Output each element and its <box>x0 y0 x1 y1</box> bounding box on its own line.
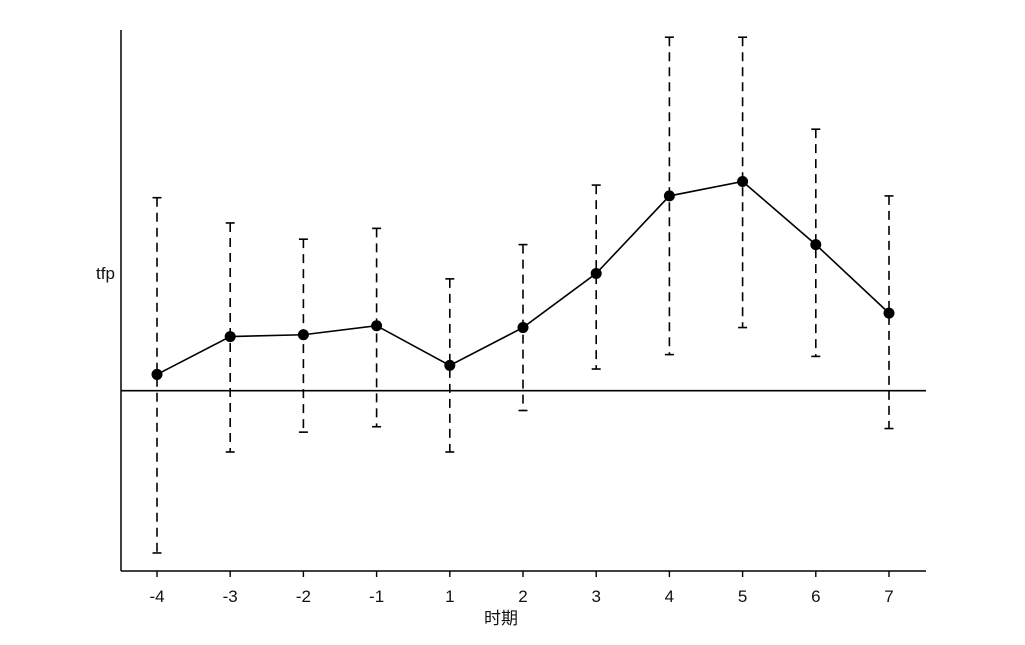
x-tick-label-4: 4 <box>665 587 674 606</box>
data-point-1 <box>444 359 456 371</box>
data-point-6 <box>810 239 822 251</box>
x-tick-label--3: -3 <box>223 587 238 606</box>
x-tick-label--4: -4 <box>149 587 164 606</box>
x-ticks-group: -4 -3 -2 -1 1 2 3 4 5 6 7 <box>149 571 894 606</box>
x-axis-label: 时期 <box>484 609 518 628</box>
x-tick-label-6: 6 <box>811 587 820 606</box>
x-tick-label-3: 3 <box>591 587 600 606</box>
data-point--4 <box>151 368 163 380</box>
x-tick-label-1: 1 <box>445 587 454 606</box>
error-bars-group <box>152 36 894 554</box>
x-tick-label--2: -2 <box>296 587 311 606</box>
chart-panel: -4 -3 -2 -1 1 2 3 4 5 6 7 tfp 时期 <box>96 10 946 635</box>
x-tick-label-5: 5 <box>738 587 747 606</box>
data-point-5 <box>737 175 749 187</box>
tfp-event-study-chart: -4 -3 -2 -1 1 2 3 4 5 6 7 tfp 时期 <box>96 30 926 628</box>
data-point--3 <box>224 331 236 343</box>
series-group <box>151 175 895 380</box>
x-tick-label-7: 7 <box>884 587 893 606</box>
x-tick-label-2: 2 <box>518 587 527 606</box>
data-point-4 <box>663 190 675 202</box>
data-point--1 <box>371 320 383 332</box>
data-point-3 <box>590 267 602 279</box>
x-tick-label--1: -1 <box>369 587 384 606</box>
data-point--2 <box>297 329 309 341</box>
y-axis-label: tfp <box>96 264 115 283</box>
data-point-2 <box>517 322 529 334</box>
data-point-7 <box>883 307 895 319</box>
